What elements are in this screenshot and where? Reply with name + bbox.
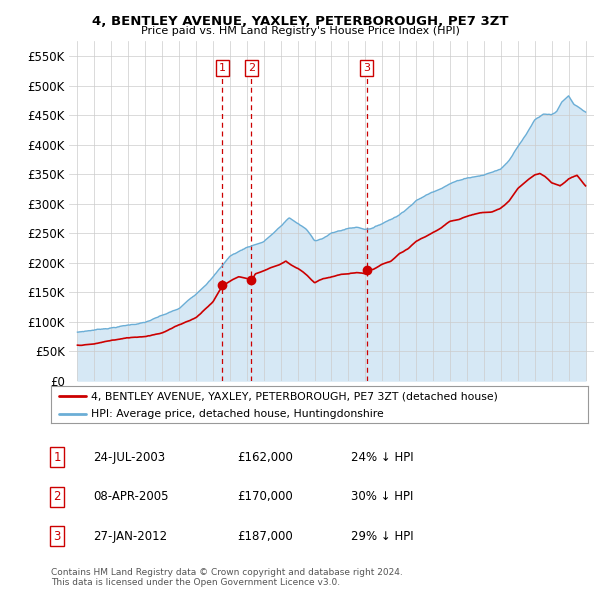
Text: 29% ↓ HPI: 29% ↓ HPI: [351, 530, 413, 543]
Text: 2: 2: [53, 490, 61, 503]
Text: 27-JAN-2012: 27-JAN-2012: [93, 530, 167, 543]
Text: HPI: Average price, detached house, Huntingdonshire: HPI: Average price, detached house, Hunt…: [91, 409, 384, 419]
Text: 4, BENTLEY AVENUE, YAXLEY, PETERBOROUGH, PE7 3ZT: 4, BENTLEY AVENUE, YAXLEY, PETERBOROUGH,…: [92, 15, 508, 28]
Text: £170,000: £170,000: [237, 490, 293, 503]
Text: 3: 3: [363, 63, 370, 73]
Text: Price paid vs. HM Land Registry's House Price Index (HPI): Price paid vs. HM Land Registry's House …: [140, 26, 460, 36]
Text: 1: 1: [219, 63, 226, 73]
Text: £162,000: £162,000: [237, 451, 293, 464]
Text: 4, BENTLEY AVENUE, YAXLEY, PETERBOROUGH, PE7 3ZT (detached house): 4, BENTLEY AVENUE, YAXLEY, PETERBOROUGH,…: [91, 391, 498, 401]
Text: 3: 3: [53, 530, 61, 543]
Text: 2: 2: [248, 63, 255, 73]
Text: £187,000: £187,000: [237, 530, 293, 543]
Text: 1: 1: [53, 451, 61, 464]
Text: 08-APR-2005: 08-APR-2005: [93, 490, 169, 503]
Text: 24-JUL-2003: 24-JUL-2003: [93, 451, 165, 464]
Text: 30% ↓ HPI: 30% ↓ HPI: [351, 490, 413, 503]
Text: Contains HM Land Registry data © Crown copyright and database right 2024.
This d: Contains HM Land Registry data © Crown c…: [51, 568, 403, 587]
Text: 24% ↓ HPI: 24% ↓ HPI: [351, 451, 413, 464]
